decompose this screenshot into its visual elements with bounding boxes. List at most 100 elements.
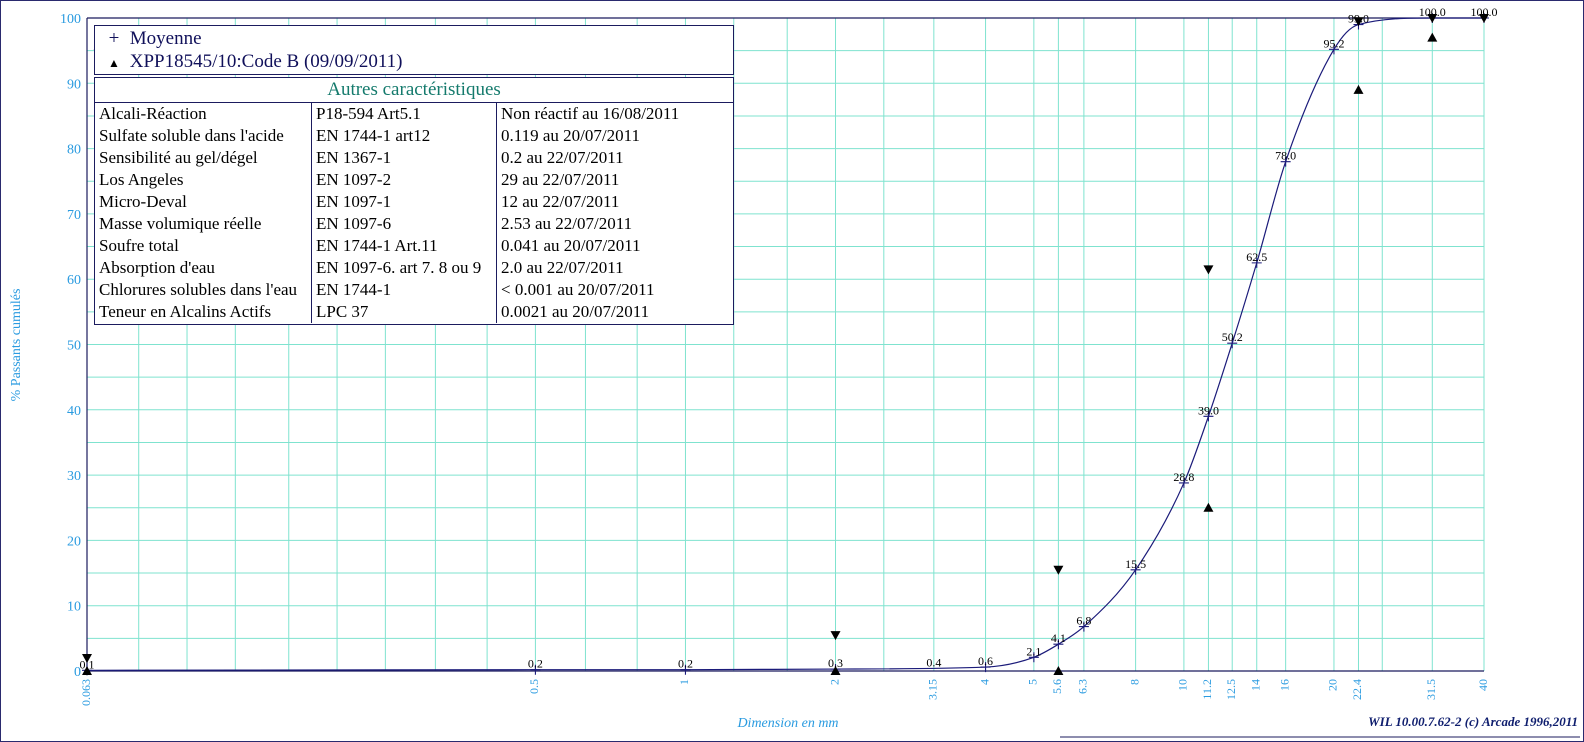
data-label: 39.0 xyxy=(1198,403,1219,417)
x-tick-label: 12.5 xyxy=(1224,679,1238,700)
point-triangle-down xyxy=(1427,14,1438,23)
point-triangle-down xyxy=(830,631,841,641)
x-tick-label: 31.5 xyxy=(1424,679,1438,700)
data-label: 0.3 xyxy=(828,656,843,670)
property-name: Sensibilité au gel/dégel xyxy=(95,147,312,169)
properties-title: Autres caractéristiques xyxy=(95,78,733,103)
copyright-text: WIL 10.00.7.62-2 (c) Arcade 1996,2011 xyxy=(1368,714,1578,729)
y-tick-label: 20 xyxy=(67,534,81,549)
x-tick-label: 8 xyxy=(1127,679,1141,685)
data-labels: 0.1 0.2 0.2 0.3 0.4 0.6 2.1 4.1 6.8 15.5 28.8 39.0 5… xyxy=(80,5,1498,671)
property-standard: LPC 37 xyxy=(311,301,497,323)
property-name: Los Angeles xyxy=(95,169,312,191)
point-plus xyxy=(1053,639,1064,650)
property-name: Sulfate soluble dans l'acide xyxy=(95,125,312,147)
point-plus xyxy=(1028,652,1039,663)
x-tick-label: 16 xyxy=(1277,679,1291,691)
property-value: Non réactif au 16/08/2011 xyxy=(501,104,680,123)
table-row: Los Angeles EN 1097-2 29 au 22/07/2011 xyxy=(95,169,733,191)
y-tick-label: 80 xyxy=(67,143,81,158)
point-plus xyxy=(680,664,691,675)
x-tick-label: 5 xyxy=(1026,679,1040,685)
property-standard: EN 1097-6 xyxy=(311,213,497,235)
x-tick-label: 11.2 xyxy=(1200,679,1214,700)
x-tick-label: 40 xyxy=(1476,679,1490,691)
point-triangle-down xyxy=(1353,17,1364,27)
data-label: 6.8 xyxy=(1076,614,1091,628)
data-label: 0.6 xyxy=(978,654,993,668)
property-standard: EN 1744-1 Art.11 xyxy=(311,235,497,257)
properties-table: Autres caractéristiques Alcali-Réaction P… xyxy=(94,77,734,325)
x-tick-label: 22.4 xyxy=(1350,679,1364,700)
table-row: Soufre total EN 1744-1 Art.11 0.041 au 20/… xyxy=(95,235,733,257)
x-tick-label: 20 xyxy=(1326,679,1340,691)
table-row: Sensibilité au gel/dégel EN 1367-1 0.2 au … xyxy=(95,147,733,169)
property-value: 12 au 22/07/2011 xyxy=(501,192,620,211)
table-row: Micro-Deval EN 1097-1 12 au 22/07/2011 xyxy=(95,191,733,213)
legend-entry-sample: ▲ XPP18545/10:Code B (09/09/2011) xyxy=(103,51,402,73)
point-triangle-down xyxy=(1203,265,1214,275)
property-value: 0.0021 au 20/07/2011 xyxy=(501,302,650,321)
data-label: 15.5 xyxy=(1125,557,1146,571)
table-row: Masse volumique réelle EN 1097-6 2.53 au 2… xyxy=(95,213,733,235)
property-value: 0.119 au 20/07/2011 xyxy=(501,126,640,145)
table-row: Sulfate soluble dans l'acide EN 1744-1 ar… xyxy=(95,125,733,147)
data-label: 28.8 xyxy=(1173,470,1194,484)
property-name: Chlorures solubles dans l'eau xyxy=(95,279,312,301)
data-label: 4.1 xyxy=(1051,631,1066,645)
point-plus xyxy=(1130,564,1141,575)
x-axis-title: Dimension en mm xyxy=(736,716,838,731)
legend: + Moyenne ▲ XPP18545/10:Code B (09/09/20… xyxy=(94,25,734,75)
triangle-up-marker-icon: ▲ xyxy=(108,56,120,70)
point-triangle-up xyxy=(1053,666,1064,675)
x-tick-label: 0.5 xyxy=(527,679,541,694)
property-standard: EN 1097-1 xyxy=(311,191,497,213)
property-standard: EN 1367-1 xyxy=(311,147,497,169)
property-value: 2.0 au 22/07/2011 xyxy=(501,258,624,277)
property-name: Teneur en Alcalins Actifs xyxy=(95,301,312,323)
property-value: < 0.001 au 20/07/2011 xyxy=(501,280,655,299)
data-label: 0.2 xyxy=(678,657,693,671)
x-tick-label: 2 xyxy=(827,679,841,685)
x-tick-label: 14 xyxy=(1248,679,1262,691)
data-label: 62.5 xyxy=(1246,250,1267,264)
data-label: 78.0 xyxy=(1275,149,1296,163)
table-row: Teneur en Alcalins Actifs LPC 37 0.0021 au… xyxy=(95,301,733,323)
property-standard: EN 1744-1 art12 xyxy=(311,125,497,147)
y-tick-label: 90 xyxy=(67,77,81,92)
point-triangle-up xyxy=(1203,502,1214,512)
y-tick-label: 10 xyxy=(67,600,81,615)
x-tick-label: 1 xyxy=(677,679,691,685)
property-name: Masse volumique réelle xyxy=(95,213,312,235)
point-triangle-down xyxy=(1053,565,1064,575)
point-plus xyxy=(1280,156,1291,167)
point-plus xyxy=(1078,621,1089,632)
y-tick-label: 40 xyxy=(67,404,81,419)
data-label: 0.4 xyxy=(926,655,941,669)
y-tick-label: 100 xyxy=(60,12,81,27)
data-label: 99.0 xyxy=(1348,12,1369,26)
property-name: Alcali-Réaction xyxy=(95,103,312,125)
y-tick-label: 30 xyxy=(67,469,81,484)
property-value: 0.2 au 22/07/2011 xyxy=(501,148,624,167)
legend-label: XPP18545/10:Code B (09/09/2011) xyxy=(129,51,403,72)
point-plus xyxy=(1203,411,1214,422)
property-standard: EN 1097-2 xyxy=(311,169,497,191)
x-tick-label: 0.063 xyxy=(79,679,93,706)
x-tick-label: 4 xyxy=(977,679,991,685)
properties-grid: Alcali-Réaction P18-594 Art5.1 Non réactif… xyxy=(95,103,733,323)
x-tick-label: 6.3 xyxy=(1076,679,1090,694)
table-row: Absorption d'eau EN 1097-6. art 7. 8 ou 9… xyxy=(95,257,733,279)
data-label: 0.1 xyxy=(80,657,95,671)
point-plus xyxy=(980,662,991,673)
y-tick-label: 70 xyxy=(67,208,81,223)
point-triangle-up xyxy=(82,666,92,675)
property-name: Soufre total xyxy=(95,235,312,257)
data-label: 95.2 xyxy=(1323,36,1344,50)
moyenne-line xyxy=(86,17,1484,671)
property-name: Absorption d'eau xyxy=(95,257,312,279)
y-axis-title: % Passants cumulés xyxy=(9,289,24,402)
axes: 0 10 20 30 40 50 60 70 80 90 100 0.063 0.5 1 2 3.15 4 5 5.… xyxy=(60,12,1490,706)
y-tick-label: 0 xyxy=(74,665,81,680)
plus-marker-icon: + xyxy=(108,28,120,49)
